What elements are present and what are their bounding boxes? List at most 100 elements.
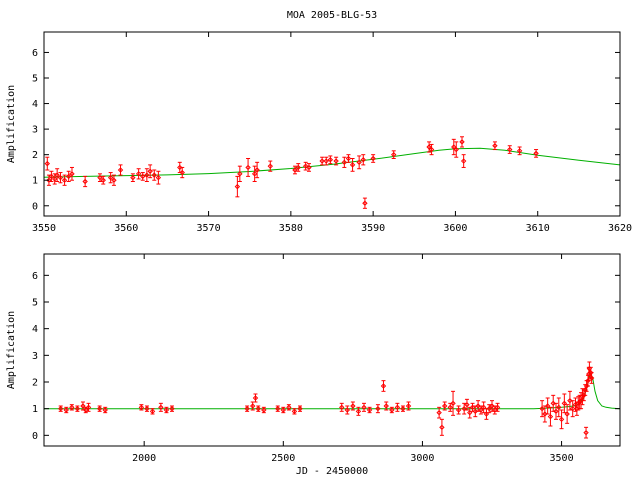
data-point <box>533 149 539 158</box>
data-point <box>361 402 367 412</box>
data-point <box>63 406 69 414</box>
y-tick-label: 5 <box>32 298 38 309</box>
data-point <box>344 405 351 415</box>
y-tick-label: 3 <box>32 125 38 136</box>
data-point <box>151 169 157 181</box>
data-point <box>544 397 551 415</box>
data-point <box>389 406 395 414</box>
y-tick-label: 2 <box>32 150 38 161</box>
data-point <box>117 164 124 176</box>
data-point <box>588 372 595 384</box>
data-point <box>558 409 565 430</box>
data-point <box>542 405 548 423</box>
data-point <box>57 172 64 184</box>
x-tick-label: 3610 <box>526 223 550 234</box>
data-point <box>69 166 75 181</box>
data-point <box>356 155 362 170</box>
data-point <box>478 405 484 415</box>
data-point <box>254 161 260 179</box>
data-point <box>158 402 164 412</box>
data-point <box>292 165 298 175</box>
data-point <box>54 168 60 182</box>
data-point <box>341 156 348 168</box>
data-point <box>383 401 389 411</box>
data-point <box>391 150 397 159</box>
data-point <box>460 154 467 168</box>
y-tick-label: 0 <box>32 431 38 442</box>
data-point <box>74 405 81 412</box>
data-point <box>302 161 309 171</box>
data-point <box>436 406 442 419</box>
x-tick-label: 3570 <box>197 223 221 234</box>
x-tick-label: 3500 <box>550 453 574 464</box>
data-point <box>564 404 570 424</box>
data-point <box>375 404 381 414</box>
data-point <box>366 406 373 414</box>
data-point <box>135 168 142 180</box>
data-point <box>80 401 86 411</box>
data-point <box>97 173 103 182</box>
data-point <box>48 170 55 182</box>
data-point <box>102 406 108 414</box>
data-point <box>144 405 150 412</box>
data-point <box>179 166 185 179</box>
data-point <box>489 400 495 412</box>
data-point <box>461 402 467 415</box>
data-point <box>428 143 435 156</box>
data-point <box>245 158 251 177</box>
data-point <box>441 401 448 411</box>
data-point <box>492 141 498 151</box>
x-tick-label: 3590 <box>361 223 385 234</box>
top-panel: 0 1 2 3 4 5 6 3550 3560 3570 3580 3590 3600 3610 3620 A… <box>6 31 632 234</box>
data-point <box>492 405 498 415</box>
data-point <box>140 172 146 181</box>
data-point <box>355 406 362 416</box>
data-point <box>169 405 175 412</box>
data-point <box>61 174 68 186</box>
data-point <box>306 163 312 172</box>
model-curve <box>43 147 621 178</box>
data-point <box>82 175 88 188</box>
data-point <box>483 408 490 420</box>
data-point <box>464 398 470 411</box>
data-point <box>291 408 298 415</box>
data-point <box>96 405 103 412</box>
data-point <box>163 406 170 414</box>
data-point <box>567 390 573 411</box>
data-point <box>362 197 368 209</box>
y-tick-label: 4 <box>32 99 38 110</box>
y-tick-label: 3 <box>32 351 38 362</box>
data-point <box>486 404 492 414</box>
data-point <box>65 170 72 182</box>
y-tick-label: 6 <box>32 271 38 282</box>
data-point <box>360 154 366 166</box>
data-point <box>345 154 352 163</box>
data-point <box>130 173 136 182</box>
data-point <box>451 138 457 156</box>
data-point <box>494 402 501 412</box>
y-axis-label: Amplification <box>6 85 17 163</box>
data-point <box>339 402 345 412</box>
data-point <box>553 402 559 420</box>
data-point <box>57 405 64 412</box>
data-point <box>297 405 303 412</box>
data-point <box>556 397 562 418</box>
data-point <box>539 400 545 418</box>
data-point <box>459 136 465 148</box>
data-point <box>275 405 281 412</box>
data-point <box>370 154 376 163</box>
data-point <box>252 393 259 403</box>
data-point <box>439 418 445 436</box>
data-point <box>177 161 183 174</box>
data-point <box>44 156 50 171</box>
data-point <box>569 400 576 418</box>
y-tick-label: 2 <box>32 378 38 389</box>
x-tick-label: 3560 <box>114 223 138 234</box>
y-tick-label: 0 <box>32 201 38 212</box>
data-point <box>350 401 356 411</box>
data-point <box>400 405 406 412</box>
data-point <box>450 390 456 416</box>
data-point <box>244 405 250 412</box>
data-point <box>475 400 481 412</box>
data-point <box>237 165 243 182</box>
